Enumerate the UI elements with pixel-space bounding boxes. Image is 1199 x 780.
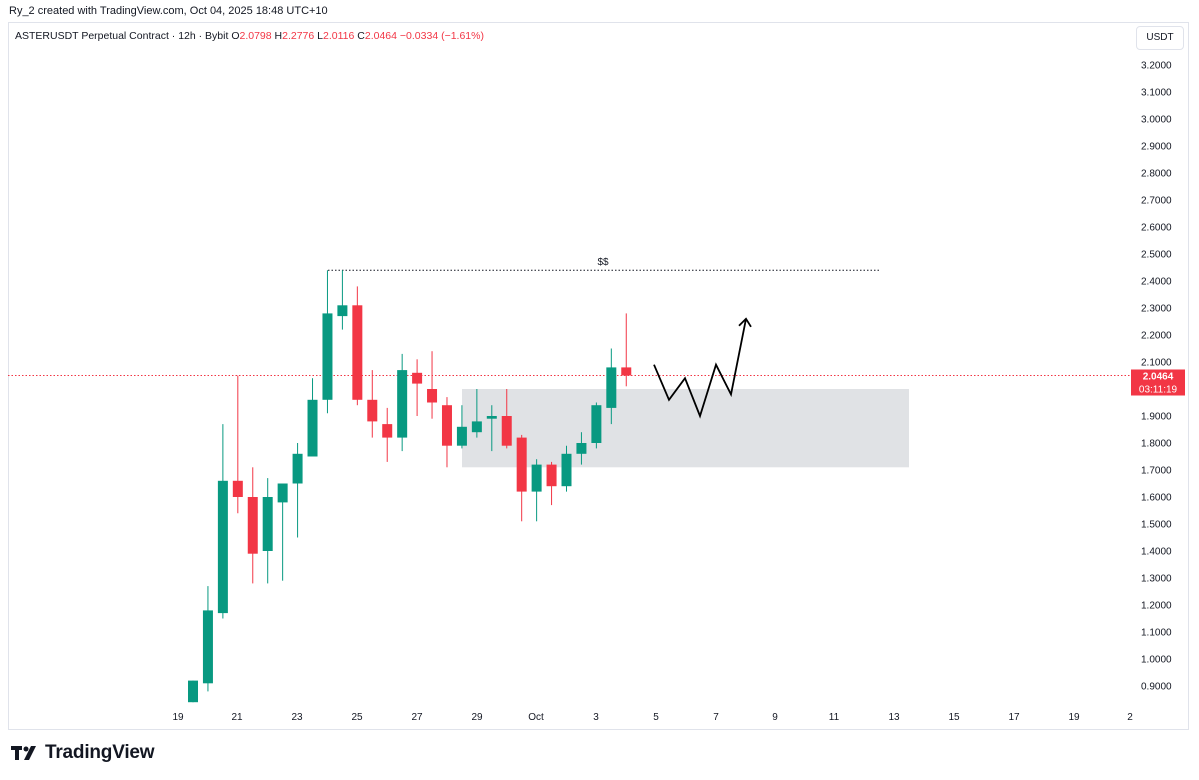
x-tick-label: 21 (231, 712, 243, 723)
close-label: C (357, 30, 365, 42)
liquidity-label: $$ (597, 257, 609, 268)
high-label: H (274, 30, 283, 42)
y-tick-label: 1.6000 (1141, 493, 1172, 504)
projection-arrow-head (738, 317, 752, 328)
x-tick-label: 7 (713, 712, 719, 723)
x-tick-label: 13 (888, 712, 900, 723)
projection-path (653, 318, 747, 419)
tradingview-wordmark: TradingView (45, 742, 155, 763)
y-tick-label: 2.3000 (1141, 304, 1172, 315)
y-tick-label: 2.8000 (1141, 169, 1172, 180)
x-tick-label: 19 (1068, 712, 1080, 723)
tradingview-logo-icon (11, 746, 36, 760)
y-tick-label: 3.2000 (1141, 61, 1172, 72)
candle-body (292, 453, 303, 484)
y-tick-label: 2.9000 (1141, 142, 1172, 153)
x-tick-label: Oct (528, 712, 544, 723)
candle-body (471, 421, 482, 433)
y-tick-label: 1.2000 (1141, 601, 1172, 612)
candle-body (382, 424, 393, 438)
x-tick-label: 9 (772, 712, 778, 723)
candle-body (217, 480, 228, 614)
demand-zone (462, 389, 909, 468)
y-tick-label: 1.8000 (1141, 439, 1172, 450)
candle-body (277, 483, 288, 503)
countdown-tag (1131, 382, 1185, 396)
y-tick-label: 1.5000 (1141, 520, 1172, 531)
y-tick-label: 1.4000 (1141, 547, 1172, 558)
candle-body (232, 480, 243, 497)
x-tick-label: 5 (653, 712, 659, 723)
low-label: L (317, 30, 324, 42)
y-tick-label: 1.7000 (1141, 466, 1172, 477)
candle-body (412, 372, 423, 384)
candle-body (516, 437, 527, 492)
y-tick-label: 1.0000 (1141, 655, 1172, 666)
candle-body (427, 389, 438, 403)
candle-body (606, 367, 617, 408)
tradingview-logo: TradingView (11, 742, 155, 764)
y-tick-label: 1.1000 (1141, 628, 1172, 639)
currency-button[interactable]: USDT (1136, 26, 1184, 50)
x-tick-label: 2 (1127, 712, 1133, 723)
open-value: 2.0798 (239, 30, 272, 42)
symbol-info: ASTERUSDT Perpetual Contract · 12h · Byb… (15, 30, 229, 42)
y-tick-label: 1.3000 (1141, 574, 1172, 585)
high-value: 2.2776 (282, 30, 315, 42)
candle-body (546, 464, 557, 487)
open-label: O (231, 30, 240, 42)
countdown-value: 03:11:19 (1139, 385, 1178, 396)
candle-body (501, 416, 512, 446)
low-value: 2.0116 (323, 30, 355, 42)
price-change: −0.0334 (−1.61%) (399, 30, 484, 42)
candle-body (202, 610, 213, 684)
candle-body (441, 405, 452, 446)
candle-body (307, 399, 318, 457)
candle-body (188, 680, 198, 703)
y-tick-label: 2.4000 (1141, 277, 1172, 288)
price-tag (1131, 369, 1185, 383)
y-tick-label: 0.9000 (1141, 682, 1172, 693)
x-tick-label: 17 (1008, 712, 1020, 723)
chart-credit: Ry_2 created with TradingView.com, Oct 0… (9, 5, 328, 17)
candle-body (337, 305, 348, 317)
y-tick-label: 3.0000 (1141, 115, 1172, 126)
symbol-legend: ASTERUSDT Perpetual Contract · 12h · Byb… (15, 30, 484, 42)
x-tick-label: 15 (948, 712, 960, 723)
candle-body (486, 416, 497, 419)
candle-body (591, 405, 602, 443)
x-tick-label: 27 (411, 712, 423, 723)
candle-body (561, 453, 572, 487)
candle-body (531, 464, 542, 492)
x-tick-label: 23 (291, 712, 303, 723)
x-tick-label: 11 (829, 712, 840, 723)
y-tick-label: 3.1000 (1141, 88, 1172, 99)
candle-body (247, 497, 258, 554)
candle-body (397, 370, 408, 438)
candle-body (322, 313, 333, 400)
close-value: 2.0464 (364, 30, 397, 42)
candle-body (576, 443, 587, 454)
candle-body (352, 305, 363, 400)
y-tick-label: 2.5000 (1141, 250, 1172, 261)
x-tick-label: 29 (471, 712, 483, 723)
x-tick-label: 19 (172, 712, 184, 723)
y-tick-label: 2.1000 (1141, 358, 1172, 369)
y-tick-label: 2.7000 (1141, 196, 1172, 207)
y-tick-label: 1.9000 (1141, 412, 1172, 423)
price-tag-value: 2.0464 (1143, 372, 1174, 383)
y-tick-label: 2.6000 (1141, 223, 1172, 234)
x-tick-label: 25 (351, 712, 363, 723)
candle-body (367, 399, 378, 422)
candle-body (456, 426, 467, 446)
y-tick-label: 2.2000 (1141, 331, 1172, 342)
candle-body (262, 497, 273, 551)
candle-body (621, 367, 632, 376)
x-tick-label: 3 (593, 712, 599, 723)
